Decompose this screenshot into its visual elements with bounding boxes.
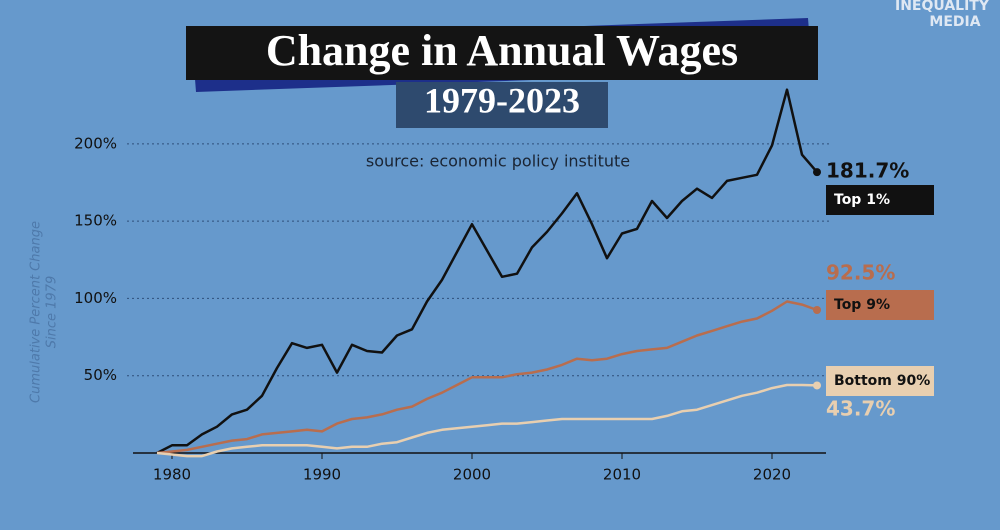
x-tick-label: 2020 bbox=[753, 466, 791, 484]
x-tick-label: 2010 bbox=[603, 466, 641, 484]
y-tick-label: 200% bbox=[74, 134, 117, 152]
line bbox=[156, 300, 818, 455]
chart-title: Change in Annual Wages bbox=[266, 26, 738, 75]
y-tick-label: 100% bbox=[74, 289, 117, 307]
end-point bbox=[813, 381, 821, 390]
x-tick-label: 1990 bbox=[303, 466, 341, 484]
brand: INEQUALITY bbox=[895, 0, 990, 14]
legend-box bbox=[826, 366, 934, 396]
x-tick-label: 1980 bbox=[153, 466, 191, 484]
legend-label: Top 9% bbox=[834, 297, 890, 313]
legend-label: Bottom 90% bbox=[834, 373, 930, 389]
brand: MEDIA bbox=[929, 14, 980, 30]
y-axis-label: Cumulative Percent Change bbox=[29, 221, 44, 403]
end-label: 181.7% bbox=[826, 159, 909, 183]
line bbox=[156, 88, 818, 455]
legend-label: Top 1% bbox=[834, 192, 890, 208]
legend-box bbox=[826, 185, 934, 215]
legend-box bbox=[826, 290, 934, 320]
end-label: 43.7% bbox=[826, 397, 895, 421]
end-label: 92.5% bbox=[826, 261, 895, 285]
y-tick-label: 50% bbox=[84, 366, 117, 384]
end-point bbox=[813, 168, 821, 177]
y-axis-label: Since 1979 bbox=[45, 276, 60, 348]
source: source: economic policy institute bbox=[366, 152, 630, 171]
end-point bbox=[813, 306, 821, 315]
title-box bbox=[186, 26, 818, 80]
chart-subtitle: 1979-2023 bbox=[424, 80, 580, 120]
y-tick-label: 150% bbox=[74, 212, 117, 230]
subtitle-box bbox=[396, 82, 608, 128]
x-tick-label: 2000 bbox=[453, 466, 491, 484]
line bbox=[156, 383, 818, 458]
